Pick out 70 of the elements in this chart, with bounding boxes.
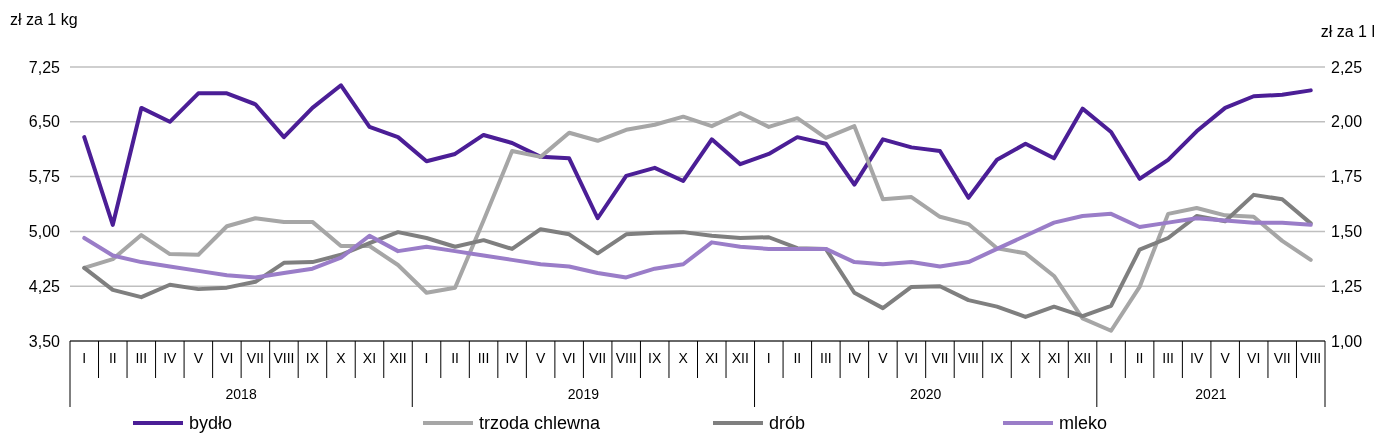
x-tick-label: V [535,350,546,366]
text: 2020 [910,386,942,402]
x-tick-label: IX [990,350,1005,366]
x-tick-label: IV [1190,350,1204,366]
x-tick-label: II [1135,350,1144,366]
x-tick-label: XI [362,350,377,366]
y-tick-label: 5,75 [28,168,61,186]
x-tick-label: III [1162,350,1174,366]
y2-tick-label: 1,75 [1331,168,1363,186]
x-tick-label: VII [1273,350,1291,366]
y-tick-label: 6,50 [28,113,61,131]
y-tick-label: 7,25 [28,58,61,76]
line-series [82,192,1313,319]
text: 2018 [225,386,257,402]
x-tick-label: XI [1047,350,1061,366]
x-tick-label: II [451,350,459,366]
x-tick-label: XI [705,350,719,366]
x-tick-label: XII [389,350,407,366]
x-tick-label: XII [1073,350,1092,366]
y2-tick-label: 1,50 [1331,223,1363,240]
legend-label: bydło [189,413,233,434]
x-tick-label: VIII [1300,350,1322,366]
y2-tick-label: 2,25 [1331,58,1363,76]
x-tick-label: V [193,350,204,366]
legend-label: trzoda chlewna [479,413,602,434]
y-tick-label: 5,00 [28,223,61,240]
x-tick-label: VI [562,350,576,366]
y-tick-label: 3,50 [28,332,61,350]
x-tick-label: I [766,350,771,366]
x-tick-label: XII [731,350,749,366]
x-tick-label: VIII [273,350,295,366]
y2-tick-label: 2,00 [1331,113,1363,131]
x-tick-label: I [82,350,87,366]
x-tick-label: IV [505,350,520,366]
line-series [82,83,1313,227]
y2-axis-title: zł za 1 l [1320,23,1375,40]
x-tick-label: X [336,350,347,366]
y-tick-label: 4,25 [28,277,61,295]
x-tick-label: III [820,350,832,366]
x-tick-label: VI [220,350,234,366]
x-tick-label: VII [931,350,949,366]
x-tick-label: VIII [957,350,979,366]
x-tick-label: IX [648,350,662,366]
x-tick-label: VIII [615,350,637,366]
x-tick-label: II [793,350,802,366]
line-series [82,111,1313,333]
legend-label: mleko [1059,413,1108,434]
y2-tick-label: 1,00 [1331,332,1363,350]
x-tick-label: V [878,350,889,366]
x-tick-label: III [135,350,148,366]
x-tick-label: X [678,350,689,366]
x-tick-label: IX [305,350,320,366]
legend-label: drób [769,413,806,434]
text: 2021 [1195,386,1227,402]
x-tick-label: IV [163,350,178,366]
y2-tick-label: 1,25 [1331,277,1363,295]
x-tick-label: VI [904,350,919,366]
line-series [82,211,1313,280]
x-tick-label: V [1220,350,1231,366]
text: 2019 [567,386,600,402]
x-tick-label: VII [246,350,264,366]
x-tick-label: I [424,350,429,366]
x-tick-label: IV [847,350,862,366]
x-tick-label: II [108,350,117,366]
x-tick-label: X [1020,350,1031,366]
x-tick-label: VI [1247,350,1261,366]
y-axis-title: zł za 1 kg [10,11,78,28]
x-tick-label: III [477,350,490,366]
x-tick-label: I [1109,350,1114,366]
x-tick-label: VII [589,350,607,366]
